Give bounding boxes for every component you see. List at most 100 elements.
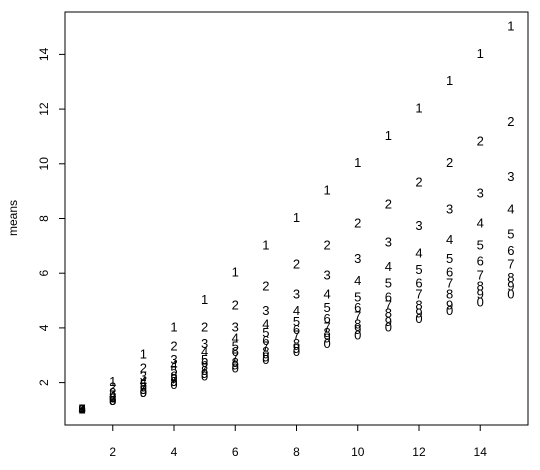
point: 3: [354, 251, 361, 266]
point: 9: [385, 314, 392, 329]
point: 5: [140, 377, 147, 392]
point: 8: [477, 278, 484, 293]
point: 3: [79, 401, 86, 416]
point: 4: [201, 344, 208, 359]
point: 7: [109, 390, 116, 405]
point: 2: [170, 338, 177, 353]
point: 4: [354, 273, 361, 288]
point: 3: [201, 336, 208, 351]
point: 0: [354, 328, 361, 343]
point: 7: [385, 297, 392, 312]
y-tick-label: 6: [37, 270, 51, 277]
point: 9: [477, 287, 484, 302]
point: 1: [507, 18, 514, 33]
point: 7: [477, 267, 484, 282]
point: 7: [232, 349, 239, 364]
point: 1: [170, 319, 177, 334]
point: 6: [354, 300, 361, 315]
point: 6: [385, 289, 392, 304]
point: 6: [262, 333, 269, 348]
point: 0: [201, 369, 208, 384]
point: 2: [507, 114, 514, 129]
point: 7: [324, 319, 331, 334]
point: 2: [201, 319, 208, 334]
point: 3: [385, 235, 392, 250]
point: 7: [293, 328, 300, 343]
point: 4: [507, 202, 514, 217]
point: 4: [385, 259, 392, 274]
point: 6: [293, 322, 300, 337]
point: 6: [79, 401, 86, 416]
point: 1: [262, 237, 269, 252]
point: 3: [477, 185, 484, 200]
point: 7: [262, 338, 269, 353]
point: 7: [140, 380, 147, 395]
point: 6: [170, 369, 177, 384]
point: 3: [262, 303, 269, 318]
x-tick-label: 8: [293, 445, 300, 459]
x-tick-label: 12: [412, 445, 426, 459]
point: 6: [201, 355, 208, 370]
point: 0: [293, 344, 300, 359]
point: 7: [79, 401, 86, 416]
point: 5: [232, 338, 239, 353]
point: 8: [446, 287, 453, 302]
point: 4: [415, 245, 422, 260]
point: 5: [293, 314, 300, 329]
point: 8: [140, 382, 147, 397]
point: 8: [201, 363, 208, 378]
point: 9: [507, 278, 514, 293]
point: 8: [415, 297, 422, 312]
point: 0: [385, 319, 392, 334]
point: 5: [507, 226, 514, 241]
point: 6: [232, 344, 239, 359]
point: 4: [170, 358, 177, 373]
x-tick-label: 4: [171, 445, 178, 459]
point: 9: [293, 341, 300, 356]
point: 0: [477, 295, 484, 310]
point: 7: [507, 256, 514, 271]
point: 3: [170, 352, 177, 367]
point: 6: [477, 254, 484, 269]
point: 9: [109, 393, 116, 408]
point: 6: [324, 311, 331, 326]
point: 7: [415, 287, 422, 302]
point: 0: [324, 336, 331, 351]
point: 5: [262, 325, 269, 340]
point: 6: [446, 265, 453, 280]
point: 1: [415, 101, 422, 116]
point: 8: [109, 393, 116, 408]
point: 7: [354, 308, 361, 323]
point: 0: [79, 401, 86, 416]
point: 9: [170, 374, 177, 389]
point: 4: [140, 374, 147, 389]
point: 8: [79, 401, 86, 416]
point: 2: [140, 360, 147, 375]
point: 9: [354, 322, 361, 337]
point: 0: [507, 287, 514, 302]
point: 0: [446, 303, 453, 318]
x-tick-label: 14: [474, 445, 488, 459]
point: 2: [79, 401, 86, 416]
point: 9: [446, 297, 453, 312]
point: 8: [324, 325, 331, 340]
point: 5: [446, 251, 453, 266]
point: 2: [293, 256, 300, 271]
point: 3: [507, 169, 514, 184]
point: 1: [232, 265, 239, 280]
point: 7: [446, 276, 453, 291]
point: 0: [262, 352, 269, 367]
point: 1: [201, 292, 208, 307]
point: 7: [170, 371, 177, 386]
point: 9: [140, 385, 147, 400]
point: 0: [109, 393, 116, 408]
point: 5: [415, 262, 422, 277]
point: 3: [446, 202, 453, 217]
point: 4: [232, 330, 239, 345]
point: 2: [385, 196, 392, 211]
point: 1: [324, 183, 331, 198]
point: 2: [324, 237, 331, 252]
point: 3: [324, 267, 331, 282]
point: 3: [232, 319, 239, 334]
